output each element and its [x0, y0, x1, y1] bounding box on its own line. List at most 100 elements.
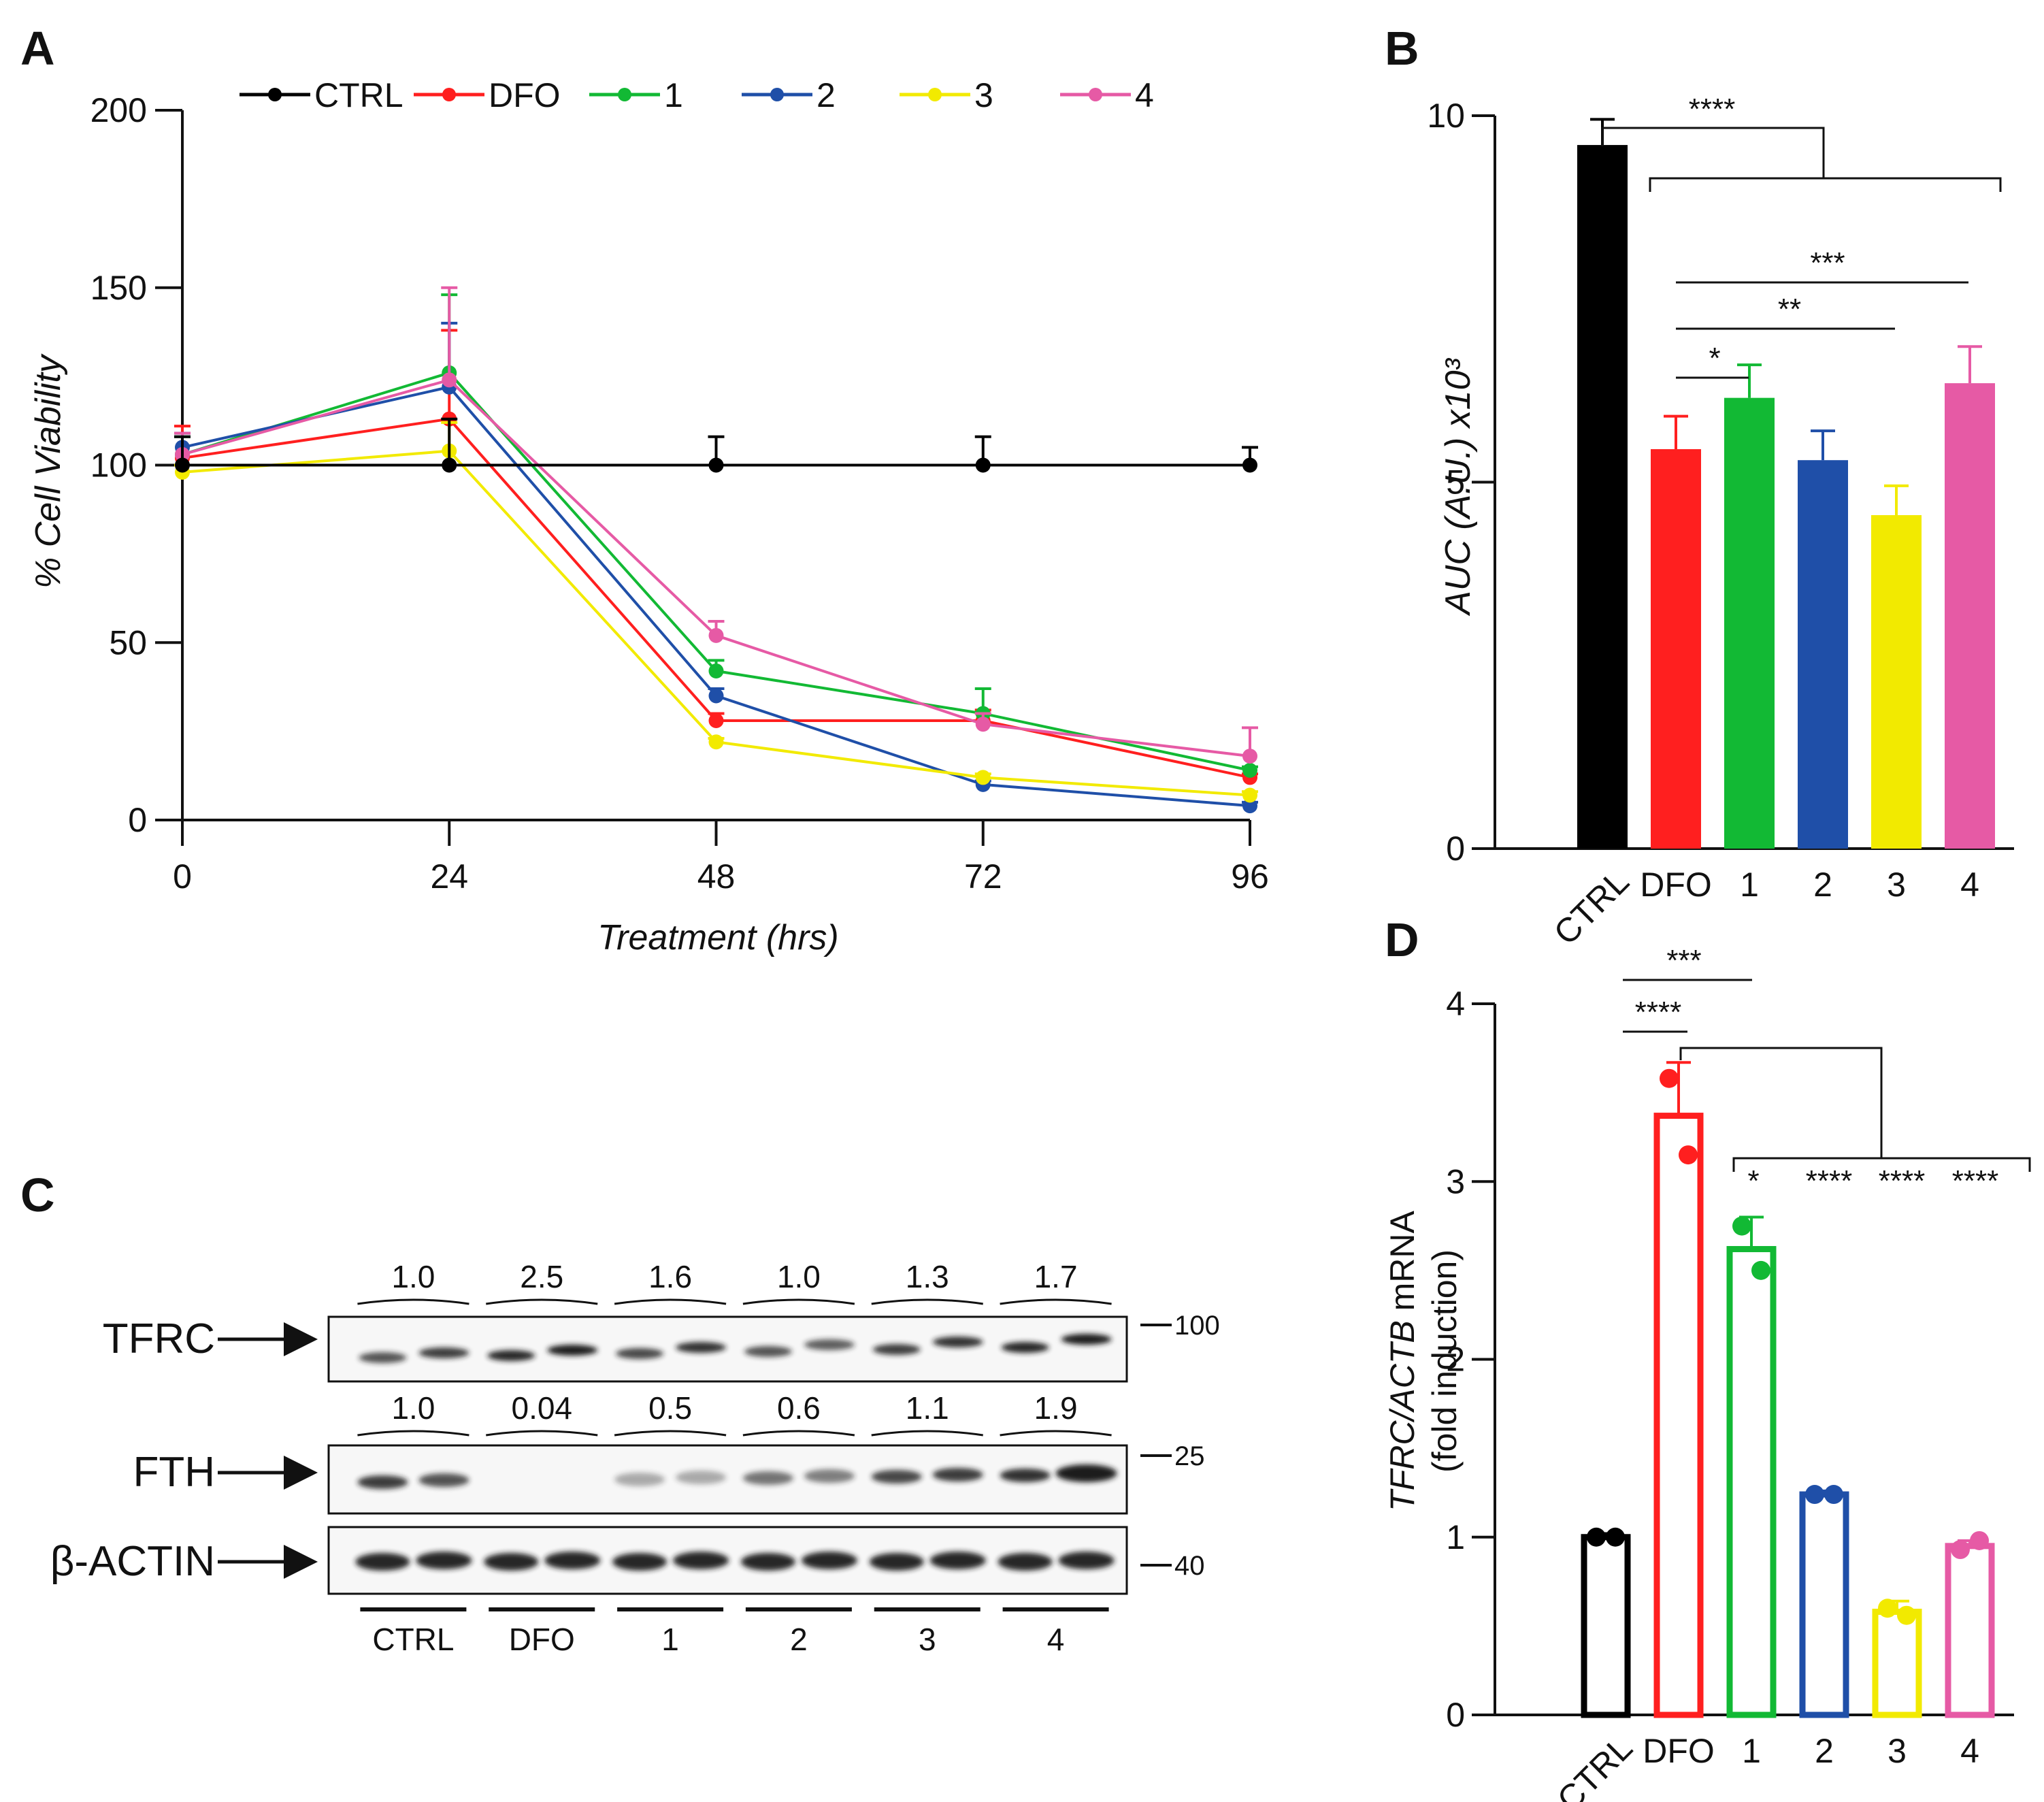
- x-tick-label: 72: [964, 857, 1002, 896]
- band-tfrc: [932, 1337, 983, 1347]
- significance-label: ****: [1689, 93, 1736, 126]
- replicate-point: [1606, 1527, 1625, 1547]
- category-label-3: 3: [1888, 1732, 1907, 1770]
- significance-label: **: [1778, 293, 1801, 326]
- blot-label-tfrc: TFRC: [103, 1315, 215, 1362]
- x-axis-title: Treatment (hrs): [597, 918, 838, 957]
- category-label-3: 3: [1887, 866, 1906, 904]
- band-actin: [484, 1553, 539, 1571]
- band-tfrc: [872, 1344, 921, 1355]
- category-label-1: 1: [1740, 866, 1759, 904]
- band-quant-underline: [486, 1430, 598, 1437]
- panel-letter-c: C: [20, 1168, 55, 1222]
- y-tick-label: 0: [128, 801, 147, 839]
- category-label-1: 1: [1742, 1732, 1761, 1770]
- replicate-point: [1751, 1260, 1770, 1280]
- category-label-2: 2: [1813, 866, 1832, 904]
- significance-label: ****: [1952, 1164, 1999, 1198]
- band-quant-value: 1.9: [1034, 1390, 1078, 1426]
- y-tick-label: 4: [1446, 985, 1465, 1023]
- lane-group-label-4: 4: [1047, 1622, 1065, 1657]
- bar-2: [1799, 1491, 1849, 1718]
- replicate-point: [1805, 1485, 1824, 1505]
- lane-group-label-2: 2: [790, 1622, 808, 1657]
- band-tfrc: [487, 1350, 535, 1361]
- y-axis-title: % Cell Viability: [29, 353, 68, 589]
- band-quant-underline: [614, 1298, 727, 1305]
- lane-group-label-3: 3: [919, 1622, 936, 1657]
- y-tick-label: 10: [1427, 97, 1465, 135]
- y-tick-label: 2: [1446, 1341, 1465, 1379]
- significance-label: ***: [1666, 944, 1701, 977]
- band-fth: [1055, 1464, 1117, 1482]
- data-point: [708, 627, 724, 643]
- band-tfrc: [676, 1342, 727, 1353]
- y-tick-label: 1: [1446, 1518, 1465, 1556]
- band-actin: [1058, 1552, 1115, 1569]
- replicate-point: [1732, 1216, 1751, 1236]
- replicate-point: [1970, 1530, 1989, 1550]
- y-axis-title-rest: mRNA: [1383, 1211, 1421, 1321]
- band-quant-underline: [1000, 1430, 1112, 1437]
- panel-d-bar-chart: 0 1 2 3 4 CTRL DFO 1 2 3 4 TFRC/ACTB mRNA (fold indu…: [1383, 944, 2031, 1802]
- band-fth: [418, 1473, 469, 1487]
- band-quant-underline: [357, 1430, 469, 1437]
- y-tick-label: 0: [1446, 830, 1465, 868]
- band-tfrc: [744, 1346, 792, 1357]
- replicate-point: [1897, 1605, 1916, 1625]
- data-point: [442, 457, 457, 473]
- replicate-point: [1679, 1145, 1698, 1165]
- mw-marker-label: 40: [1174, 1551, 1205, 1581]
- series-ctrl: [174, 417, 1258, 473]
- band-actin: [869, 1553, 924, 1571]
- legend-marker-3: [928, 88, 942, 101]
- significance-label: ****: [1806, 1164, 1853, 1198]
- data-point: [975, 717, 991, 732]
- y-tick-label: 5: [1446, 463, 1465, 502]
- category-label-ctrl: CTRL: [1547, 862, 1636, 952]
- y-axis-title-italic: TFRC/ACTB: [1383, 1320, 1421, 1511]
- legend-label-4: 4: [1135, 76, 1154, 114]
- legend-label-2: 2: [817, 76, 836, 114]
- band-actin: [544, 1552, 601, 1569]
- data-point: [1242, 798, 1257, 814]
- legend-marker-ctrl: [268, 88, 282, 101]
- legend-marker-dfo: [442, 88, 456, 101]
- category-label-4: 4: [1960, 1732, 1979, 1770]
- mw-marker-label: 25: [1174, 1441, 1205, 1471]
- lane-group-label-dfo: DFO: [509, 1622, 575, 1657]
- significance-label: ***: [1810, 246, 1845, 280]
- data-point: [1242, 787, 1257, 803]
- bar-ctrl: [1577, 145, 1628, 849]
- x-tick-label: 0: [173, 857, 192, 896]
- y-tick-label: 3: [1446, 1162, 1465, 1200]
- bar-2: [1798, 460, 1848, 849]
- series-line-1: [182, 371, 1251, 772]
- band-fth: [676, 1471, 727, 1484]
- band-actin: [740, 1553, 795, 1571]
- band-actin: [355, 1553, 410, 1571]
- data-point: [175, 457, 190, 473]
- data-point: [708, 457, 724, 473]
- legend-marker-2: [770, 88, 784, 101]
- band-actin: [998, 1553, 1053, 1571]
- band-quant-value: 1.6: [648, 1259, 692, 1294]
- data-point: [1242, 457, 1257, 473]
- replicate-point: [1660, 1068, 1679, 1088]
- band-fth: [614, 1473, 665, 1486]
- band-quant-underline: [486, 1298, 598, 1305]
- data-point: [708, 688, 724, 704]
- band-tfrc: [359, 1352, 407, 1363]
- legend-marker-1: [618, 88, 631, 101]
- panel-letter-a: A: [20, 22, 55, 75]
- panel-letter-b: B: [1385, 22, 1419, 75]
- band-quant-underline: [871, 1430, 983, 1437]
- band-fth: [1000, 1469, 1051, 1482]
- band-tfrc: [804, 1339, 855, 1350]
- series-4: [174, 286, 1258, 764]
- band-quant-underline: [357, 1298, 469, 1305]
- replicate-point: [1878, 1599, 1897, 1618]
